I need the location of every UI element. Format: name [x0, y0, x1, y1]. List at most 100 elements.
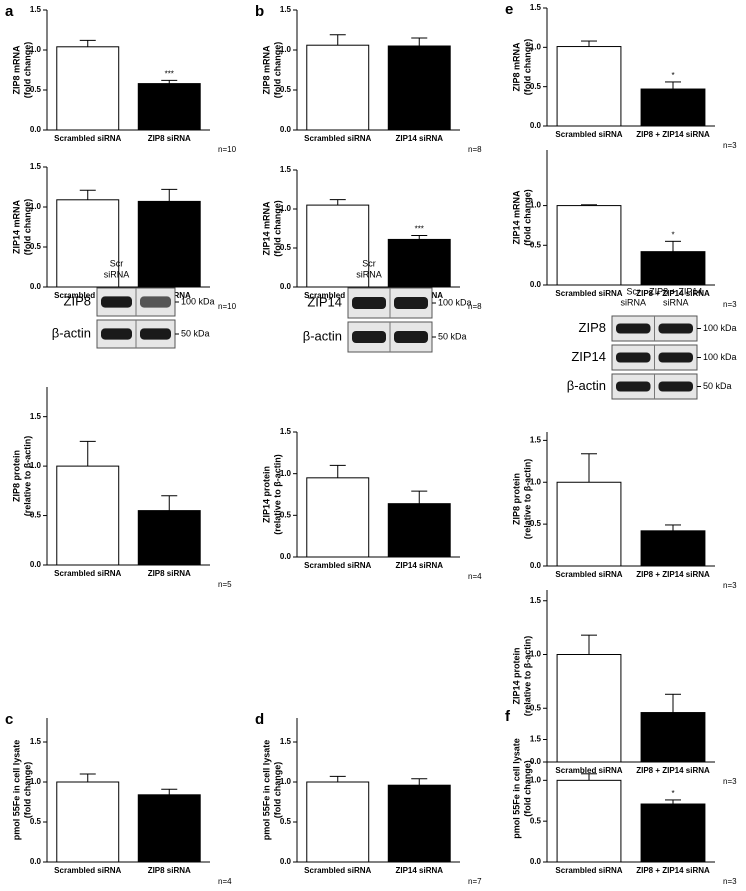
- significance: ***: [415, 225, 424, 234]
- bar: [306, 44, 370, 131]
- size-marker: 50 kDa: [438, 331, 467, 341]
- bar: [640, 251, 706, 286]
- n-label: n=5: [218, 580, 232, 589]
- bar: [137, 83, 201, 131]
- x-tick-label: ZIP14 siRNA: [395, 866, 443, 875]
- y-tick-label: 0.0: [530, 561, 542, 570]
- error-bar: [581, 453, 597, 483]
- y-tick-label: 1.0: [530, 477, 542, 486]
- y-tick-label: 0.5: [280, 243, 292, 252]
- y-axis-label: ZIP8 protein: [11, 450, 21, 502]
- error-bar: [411, 490, 428, 504]
- y-axis-label: (relative to β-actin): [22, 436, 32, 517]
- n-label: n=3: [723, 777, 737, 786]
- y-tick-label: 1.5: [530, 3, 542, 12]
- y-tick-label: 0.0: [530, 757, 542, 766]
- y-tick-label: 0.0: [530, 121, 542, 130]
- n-label: n=3: [723, 877, 737, 886]
- y-axis-label: ZIP8 mRNA: [511, 42, 521, 92]
- error-bar: [581, 634, 597, 655]
- y-tick-label: 1.0: [280, 204, 292, 213]
- y-axis-label: pmol 55Fe in cell lysate: [11, 740, 21, 841]
- error-bar: [411, 235, 428, 240]
- y-axis-label: (relative to β-actin): [522, 459, 532, 540]
- y-axis-label: ZIP8 mRNA: [11, 45, 21, 95]
- y-axis-label: (fold change): [522, 39, 532, 96]
- lane-label: siRNA: [620, 297, 646, 307]
- bar: [56, 199, 120, 288]
- y-tick-label: 1.5: [30, 737, 42, 746]
- significance: ***: [165, 70, 174, 79]
- y-tick-label: 1.0: [280, 777, 292, 786]
- y-tick-label: 1.0: [30, 45, 42, 54]
- error-bar: [329, 464, 346, 478]
- n-label: n=3: [723, 141, 737, 150]
- y-tick-label: 1.0: [530, 775, 542, 784]
- error-bar: [329, 34, 346, 46]
- size-marker: 100 kDa: [703, 323, 737, 333]
- x-tick-label: ZIP8 siRNA: [148, 569, 191, 578]
- y-tick-label: 0.0: [530, 857, 542, 866]
- error-bar: [329, 775, 346, 782]
- x-tick-label: ZIP8 + ZIP14 siRNA: [636, 570, 710, 579]
- band: [616, 352, 651, 363]
- size-marker: 100 kDa: [438, 297, 472, 307]
- y-tick-label: 0.0: [30, 125, 42, 134]
- y-tick-label: 1.5: [30, 412, 42, 421]
- error-bar: [79, 440, 96, 467]
- band: [352, 297, 386, 309]
- band: [658, 323, 693, 334]
- y-tick-label: 1.0: [30, 202, 42, 211]
- y-tick-label: 1.5: [30, 162, 42, 171]
- n-label: n=8: [468, 302, 482, 311]
- y-axis-label: (relative to β-actin): [522, 636, 532, 717]
- y-tick-label: 0.0: [30, 560, 42, 569]
- y-tick-label: 0.0: [530, 280, 542, 289]
- significance: *: [671, 230, 674, 239]
- bar: [306, 781, 370, 863]
- x-tick-label: ZIP8 + ZIP14 siRNA: [636, 130, 710, 139]
- lane-label: Scr: [627, 286, 641, 296]
- size-marker: 100 kDa: [181, 296, 215, 306]
- y-axis-label: (fold change): [22, 762, 32, 819]
- y-tick-label: 0.0: [30, 857, 42, 866]
- y-axis-label: (fold change): [22, 199, 32, 256]
- y-axis-label: (relative to β-actin): [272, 454, 282, 535]
- x-tick-label: ZIP14 siRNA: [395, 561, 443, 570]
- n-label: n=10: [218, 302, 237, 311]
- y-tick-label: 1.0: [30, 777, 42, 786]
- y-tick-label: 1.5: [530, 735, 542, 744]
- bar: [306, 204, 370, 288]
- error-bar: [581, 773, 597, 781]
- band: [394, 331, 428, 343]
- y-axis-label: (fold change): [272, 762, 282, 819]
- x-tick-label: ZIP8 + ZIP14 siRNA: [636, 766, 710, 775]
- y-axis-label: (fold change): [272, 200, 282, 257]
- y-tick-label: 0.5: [30, 817, 42, 826]
- lane-label: siRNA: [104, 269, 130, 279]
- error-bar: [411, 778, 428, 786]
- y-tick-label: 1.5: [530, 596, 542, 605]
- band: [101, 328, 132, 340]
- y-axis-label: (fold change): [22, 42, 32, 99]
- lane-label: siRNA: [663, 297, 689, 307]
- panel-label: f: [505, 708, 511, 725]
- blot-row-label: ZIP8: [579, 320, 606, 335]
- y-tick-label: 0.5: [530, 703, 542, 712]
- error-bar: [665, 524, 681, 531]
- y-axis-label: ZIP14 mRNA: [511, 190, 521, 245]
- y-axis-label: (fold change): [272, 42, 282, 99]
- size-marker: 100 kDa: [703, 352, 737, 362]
- bar: [640, 712, 706, 763]
- y-axis-label: ZIP14 mRNA: [261, 201, 271, 256]
- y-tick-label: 1.5: [280, 5, 292, 14]
- x-tick-label: Scrambled siRNA: [304, 866, 371, 875]
- lane-label: ZIP8: [146, 258, 165, 268]
- y-tick-label: 0.5: [30, 85, 42, 94]
- n-label: n=3: [723, 581, 737, 590]
- error-bar: [665, 240, 681, 252]
- y-tick-label: 0.5: [280, 85, 292, 94]
- panel-label: c: [5, 711, 13, 728]
- lane-label: Scr: [110, 258, 124, 268]
